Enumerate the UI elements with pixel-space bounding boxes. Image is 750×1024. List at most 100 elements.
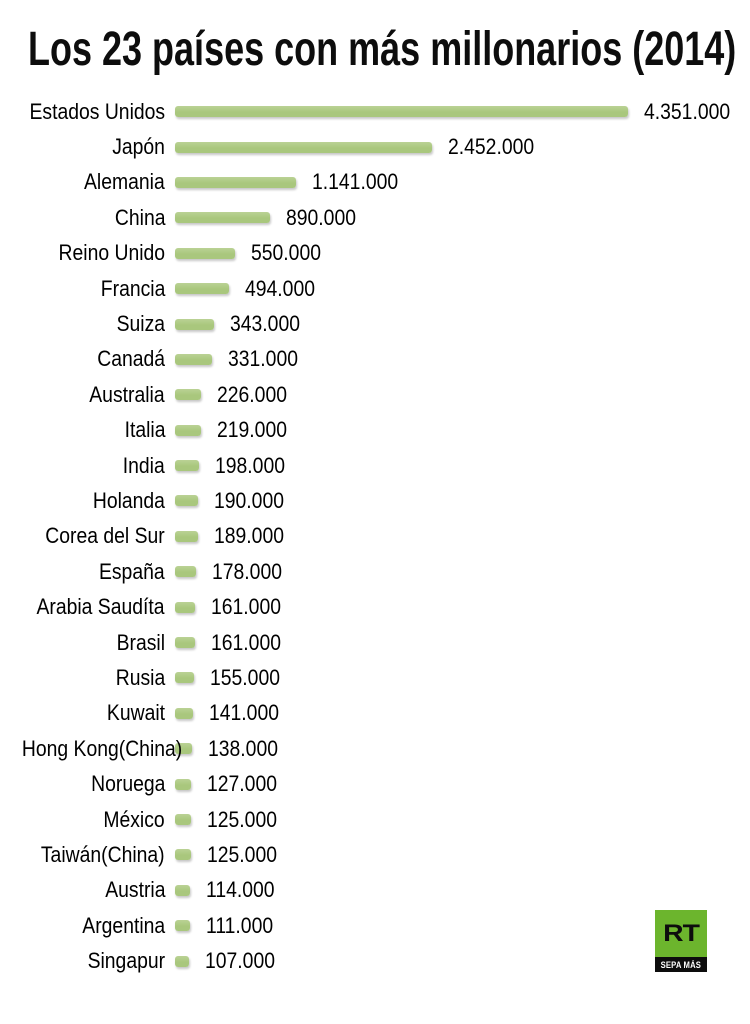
chart-row: Hong Kong(China) 138.000 bbox=[0, 731, 750, 766]
rt-logo-tagline: SEPA MÁS bbox=[660, 959, 702, 970]
chart-row: Suiza 343.000 bbox=[0, 306, 750, 341]
bar bbox=[175, 743, 193, 755]
country-label-text: Singapur bbox=[87, 948, 165, 974]
value-label: 138.000 bbox=[208, 736, 288, 762]
country-label-text: Arabia Saudíta bbox=[36, 594, 165, 620]
value-label-text: 494.000 bbox=[245, 275, 316, 301]
value-label-text: 125.000 bbox=[206, 841, 277, 867]
value-label-text: 226.000 bbox=[217, 381, 288, 407]
value-label-text: 141.000 bbox=[208, 700, 279, 726]
value-label-text: 1.141.000 bbox=[312, 169, 399, 195]
country-label: Arabia Saudíta bbox=[0, 594, 165, 620]
chart-row: Taiwán(China) 125.000 bbox=[0, 837, 750, 872]
value-label-text: 189.000 bbox=[213, 523, 284, 549]
country-label: Canadá bbox=[0, 346, 165, 372]
value-label: 125.000 bbox=[207, 842, 287, 868]
value-label: 1.141.000 bbox=[312, 169, 410, 195]
country-label: China bbox=[0, 205, 165, 231]
bar bbox=[175, 849, 191, 861]
country-label-text: Alemania bbox=[84, 169, 165, 195]
value-label: 4.351.000 bbox=[644, 99, 742, 125]
value-label-text: 178.000 bbox=[212, 558, 283, 584]
value-label: 161.000 bbox=[211, 630, 291, 656]
chart-row: Estados Unidos 4.351.000 bbox=[0, 94, 750, 129]
bar bbox=[175, 601, 195, 613]
country-label: Suiza bbox=[0, 311, 165, 337]
value-label-text: 107.000 bbox=[205, 948, 276, 974]
country-label: Australia bbox=[0, 382, 165, 408]
country-label-text: Austria bbox=[104, 877, 165, 903]
value-label-text: 190.000 bbox=[213, 487, 284, 513]
country-label: Taiwán(China) bbox=[0, 842, 165, 868]
bar-chart: Estados Unidos 4.351.000 Japón 2.452.000 Ale… bbox=[0, 94, 750, 979]
value-label: 178.000 bbox=[212, 559, 292, 585]
value-label-text: 111.000 bbox=[205, 912, 273, 938]
country-label: Singapur bbox=[0, 948, 165, 974]
value-label-text: 4.351.000 bbox=[644, 98, 731, 124]
value-label-text: 2.452.000 bbox=[447, 134, 534, 160]
value-label-text: 161.000 bbox=[210, 629, 281, 655]
value-label: 114.000 bbox=[206, 877, 284, 903]
bar bbox=[175, 884, 190, 896]
chart-row: España 178.000 bbox=[0, 554, 750, 589]
rt-logo-mark: RT bbox=[655, 910, 707, 957]
bar bbox=[175, 176, 296, 188]
value-label: 107.000 bbox=[205, 948, 285, 974]
chart-row: India 198.000 bbox=[0, 448, 750, 483]
bar bbox=[175, 283, 230, 295]
value-label: 890.000 bbox=[286, 205, 366, 231]
value-label: 226.000 bbox=[217, 382, 297, 408]
bar bbox=[175, 106, 628, 118]
chart-row: Australia 226.000 bbox=[0, 377, 750, 412]
chart-row: Corea del Sur 189.000 bbox=[0, 519, 750, 554]
country-label: México bbox=[0, 807, 165, 833]
country-label-text: Brasil bbox=[116, 629, 165, 655]
value-label-text: 155.000 bbox=[210, 664, 280, 690]
chart-row: Reino Unido 550.000 bbox=[0, 236, 750, 271]
value-label-text: 125.000 bbox=[206, 806, 277, 832]
chart-row: Noruega 127.000 bbox=[0, 766, 750, 801]
value-label: 494.000 bbox=[245, 276, 325, 302]
bar bbox=[175, 814, 191, 825]
country-label-text: Japón bbox=[112, 134, 165, 160]
country-label: Alemania bbox=[0, 169, 165, 195]
bar bbox=[175, 247, 235, 259]
value-label: 198.000 bbox=[215, 453, 295, 479]
country-label: Brasil bbox=[0, 630, 165, 656]
chart-row: Singapur 107.000 bbox=[0, 943, 750, 978]
bar bbox=[175, 955, 190, 967]
country-label: Holanda bbox=[0, 488, 165, 514]
value-label-text: 550.000 bbox=[250, 240, 321, 266]
value-label: 155.000 bbox=[210, 665, 290, 691]
chart-row: México 125.000 bbox=[0, 802, 750, 837]
bar bbox=[175, 778, 192, 790]
value-label: 161.000 bbox=[211, 594, 291, 620]
bar bbox=[175, 212, 270, 224]
country-label-text: Reino Unido bbox=[58, 240, 165, 266]
bar bbox=[175, 495, 198, 507]
country-label-text: Canadá bbox=[97, 346, 165, 372]
country-label: Francia bbox=[0, 276, 165, 302]
bar bbox=[175, 389, 202, 401]
bar bbox=[175, 566, 197, 578]
bar bbox=[175, 920, 190, 932]
country-label-text: México bbox=[103, 806, 165, 832]
country-label-text: Kuwait bbox=[106, 700, 165, 726]
chart-row: Holanda 190.000 bbox=[0, 483, 750, 518]
country-label-text: Hong Kong(China) bbox=[21, 735, 183, 761]
value-label-text: 161.000 bbox=[210, 594, 281, 620]
value-label-text: 127.000 bbox=[207, 771, 278, 797]
chart-title: Los 23 países con más millonarios (2014) bbox=[28, 24, 750, 75]
chart-row: China 890.000 bbox=[0, 200, 750, 235]
chart-row: Japón 2.452.000 bbox=[0, 129, 750, 164]
country-label: Noruega bbox=[0, 771, 165, 797]
chart-row: Canadá 331.000 bbox=[0, 342, 750, 377]
bar bbox=[175, 707, 193, 719]
country-label-text: Argentina bbox=[82, 912, 165, 938]
bar bbox=[175, 460, 199, 472]
bar bbox=[175, 353, 213, 365]
country-label: Reino Unido bbox=[0, 240, 165, 266]
country-label-text: Rusia bbox=[115, 664, 166, 690]
chart-row: Argentina 111.000 bbox=[0, 908, 750, 943]
country-label: Kuwait bbox=[0, 700, 165, 726]
